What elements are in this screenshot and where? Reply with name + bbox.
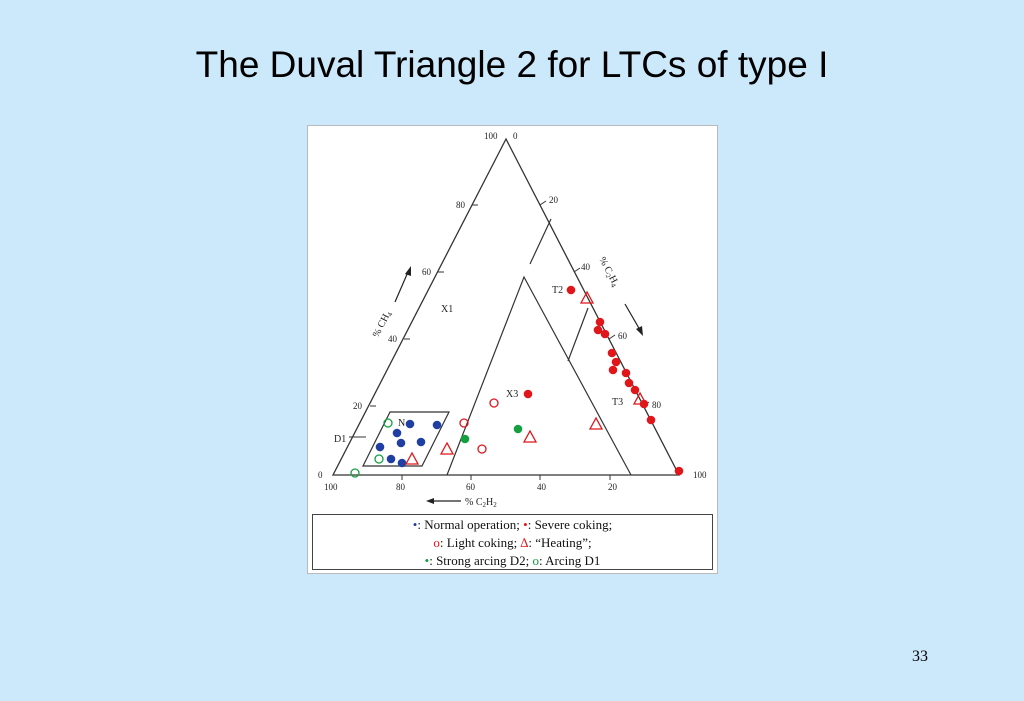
zone-label-x1: X1 [441,304,453,315]
point-severe-coking [630,385,640,395]
point-arcing-d1 [374,454,384,464]
bottom-tick-label: 20 [608,482,618,492]
zone-label-t3: T3 [612,397,623,408]
right-tick-label: 40 [581,262,591,272]
point-heating [632,391,648,405]
right-tick-label: 0 [513,131,518,141]
legend-text-severe-coking: : Severe coking; [527,517,613,532]
legend: •: Normal operation; •: Severe coking; o… [312,514,713,570]
point-normal-operation [392,428,402,438]
zone-t-boundary [529,218,552,265]
point-severe-coking [624,378,634,388]
left-tick-label: 60 [422,267,432,277]
zone-label-n: N [398,418,405,429]
legend-symbol-heating: ∆ [520,535,529,550]
legend-line-1: •: Normal operation; •: Severe coking; [313,516,712,534]
point-severe-coking [646,415,656,425]
svg-text:% C2H4: % C2H4 [595,255,621,289]
point-severe-coking [593,325,603,335]
outer-triangle [331,137,681,476]
bottom-tick-label: 100 [324,482,338,492]
legend-symbol-light-coking: o [433,535,440,550]
legend-line-2: o: Light coking; ∆: “Heating”; [313,534,712,552]
point-severe-coking [674,466,684,476]
zone-label-x3: X3 [506,389,518,400]
point-strong-arcing-d2 [513,424,523,434]
slide-title: The Duval Triangle 2 for LTCs of type I [195,44,829,85]
point-severe-coking [523,389,533,399]
right-axis-ticks [539,200,650,407]
legend-text-light-coking: : Light coking; [439,535,521,550]
c2h4-arrow-icon [624,303,643,336]
left-tick-label: 40 [388,334,398,344]
triangle-diagram: 100 80 60 40 20 0 0 20 40 60 80 100 100 … [318,131,707,509]
left-axis-ticks [370,204,478,407]
point-heating [522,429,538,443]
data-points-layer [350,285,684,478]
legend-symbol-severe-coking: • [523,517,528,532]
zone-x3-boundary [446,275,632,476]
right-tick-label: 60 [618,331,628,341]
legend-text-normal-operation: : Normal operation; [417,517,524,532]
point-severe-coking [595,317,605,327]
point-severe-coking [621,368,631,378]
point-heating [439,441,455,455]
point-light-coking [477,444,487,454]
c2h2-arrow-icon [426,498,461,504]
right-tick-label: 100 [693,470,707,480]
point-severe-coking [608,365,618,375]
legend-text-arcing-d1: : Arcing D1 [538,553,601,568]
bottom-tick-label: 60 [466,482,476,492]
point-light-coking [459,418,469,428]
point-heating [588,416,604,430]
left-tick-label: 20 [353,401,363,411]
bottom-axis-ticks [401,475,611,480]
point-normal-operation [432,420,442,430]
point-normal-operation [416,437,426,447]
bottom-tick-label: 80 [396,482,406,492]
ch4-arrow-icon [394,266,411,303]
legend-line-3: •: Strong arcing D2; o: Arcing D1 [313,552,712,570]
right-tick-label: 80 [652,400,662,410]
zone-t2-t3-boundary [567,307,589,362]
zone-label-t2: T2 [552,285,563,296]
left-tick-label: 80 [456,200,466,210]
page-number: 33 [912,648,928,665]
point-severe-coking [611,357,621,367]
point-normal-operation [386,454,396,464]
point-light-coking [489,398,499,408]
point-heating [579,290,595,304]
zone-n-d1-box [362,411,450,467]
point-normal-operation [397,458,407,468]
point-strong-arcing-d2 [460,434,470,444]
legend-symbol-strong-arcing-d2: • [424,553,430,568]
point-severe-coking [607,348,617,358]
c2h4-axis-label: % C2H4 [595,255,621,289]
point-arcing-d1 [383,418,393,428]
point-normal-operation [375,442,385,452]
point-arcing-d1 [350,468,360,478]
left-tick-label: 100 [484,131,498,141]
legend-text-strong-arcing-d2: : Strong arcing D2; [429,553,533,568]
point-heating [404,451,420,465]
point-normal-operation [405,419,415,429]
legend-symbol-normal-operation: • [412,517,418,532]
legend-text-heating: : “Heating”; [528,535,592,550]
point-severe-coking [566,285,576,295]
legend-symbol-arcing-d1: o [532,553,539,568]
duval-triangle-figure: 100 80 60 40 20 0 0 20 40 60 80 100 100 … [307,125,718,574]
point-severe-coking [600,329,610,339]
bottom-tick-label: 40 [537,482,547,492]
point-normal-operation [396,438,406,448]
zone-label-d1: D1 [334,434,346,445]
c2h2-axis-label: % C2H2 [465,497,497,509]
left-tick-label: 0 [318,470,323,480]
right-tick-label: 20 [549,195,559,205]
